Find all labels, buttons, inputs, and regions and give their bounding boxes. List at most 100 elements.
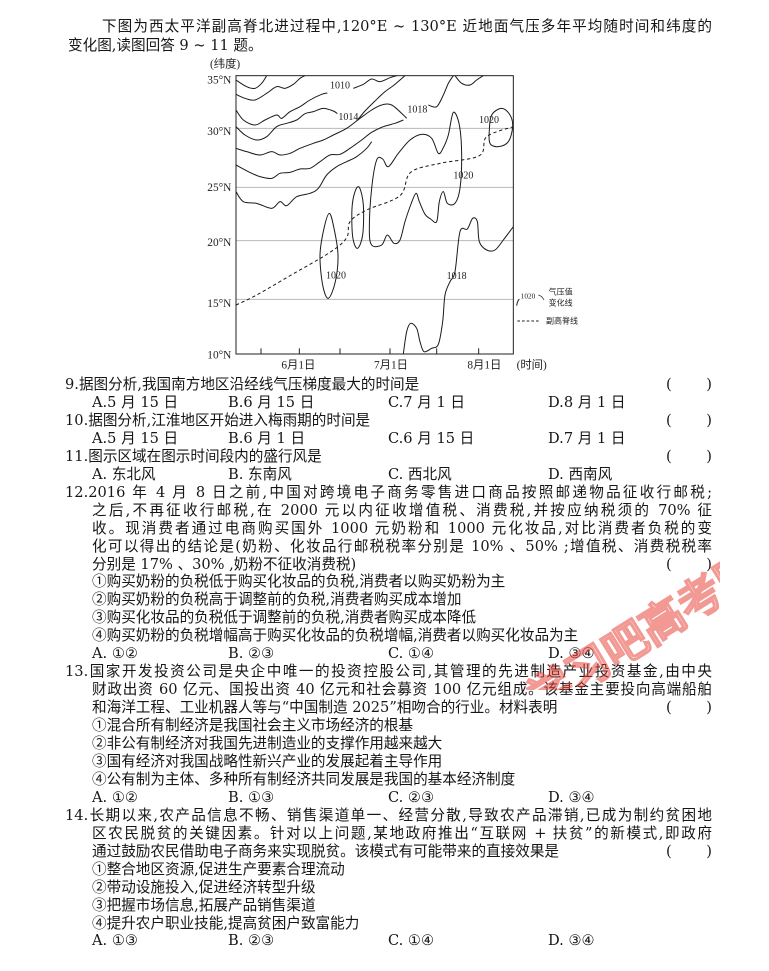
legend: 1020 气压值 变化线 副高脊线 [516, 286, 578, 326]
stem-text-content: 长期以来,农产品信息不畅、销售渠道单一、经营分散,导致农产品滞销,已成为制约贫困… [88, 806, 712, 824]
x-tick-jul1: 7月1日 [374, 359, 408, 371]
paren-close: ) [706, 699, 712, 717]
option-b[interactable]: B. 东南风 [228, 465, 292, 483]
isobar-label-1020-mid: 1020 [453, 170, 473, 181]
y-tick-25: 25°N [207, 182, 231, 194]
options-row: A.5 月 15 日 B.6 月 15 日 C.7 月 1 日 D.8 月 1 日 [92, 394, 712, 412]
option-d[interactable]: D. 西南风 [548, 465, 613, 483]
options-row: A. ①③ B. ②③ C. ①④ D. ③④ [92, 932, 712, 950]
option-a[interactable]: A.5 月 15 日 [92, 429, 179, 447]
x-tick-jun1: 6月1日 [281, 359, 315, 371]
x-tick-aug1: 8月1日 [467, 359, 501, 371]
y-tick-20: 20°N [207, 237, 231, 249]
statement: ①购买奶粉的负税低于购买化妆品的负税,消费者以购买奶粉为主 [92, 573, 506, 591]
statement: ②带动设施投入,促进经济转型升级 [92, 878, 316, 896]
stem-text: 10.据图分析,江淮地区开始进入梅雨期的时间是 [65, 412, 712, 430]
stem-text: 通过鼓励农民借助电子商务来实现脱贫。该模式有可能带来的直接效果是 [92, 842, 560, 860]
paren-close: ) [706, 555, 712, 573]
isobar-line [235, 141, 373, 209]
question-number: 11. [65, 447, 89, 465]
x-tick-marks [260, 348, 480, 354]
paren-close: ) [706, 447, 712, 465]
question-stem-line: 财政出资 60 亿元、国投出资 40 亿元和社会募资 100 亿元组成。该基金主… [92, 681, 712, 699]
y-tick-35: 35°N [207, 74, 231, 86]
option-a[interactable]: A. ①③ [92, 932, 138, 950]
stem-text-content: 据图分析,江淮地区开始进入梅雨期的时间是 [88, 411, 371, 429]
answer-blank[interactable]: () [666, 376, 712, 394]
option-c[interactable]: C.6 月 15 日 [388, 429, 475, 447]
option-a[interactable]: A. ①② [92, 788, 138, 806]
option-c[interactable]: C. ①④ [388, 932, 435, 950]
y-tick-10: 10°N [207, 349, 231, 361]
option-b[interactable]: B.6 月 15 日 [228, 393, 315, 411]
option-c[interactable]: C. ②③ [388, 788, 435, 806]
isobar-line [235, 75, 268, 90]
latitude-gridlines [236, 127, 514, 300]
option-c[interactable]: C. 西北风 [388, 465, 452, 483]
question-number: 13. [65, 663, 89, 681]
isobar-label-1014: 1014 [338, 112, 358, 123]
option-d[interactable]: D. ③④ [548, 788, 595, 806]
stem-text: 12.2016 年 4 月 8 日之前,中国对跨境电子商务零售进口商品按照邮递物… [65, 484, 712, 502]
question-stem-line: 通过鼓励农民借助电子商务来实现脱贫。该模式有可能带来的直接效果是 () [92, 843, 712, 861]
stem-text: 之后,不再征收行邮税,在 2000 元以内征收增值税、消费税,并按应纳税须的 7… [92, 501, 712, 519]
stem-text-content: 2016 年 4 月 8 日之前,中国对跨境电子商务零售进口商品按照邮递物品征收… [88, 483, 712, 501]
statement: ③购买化妆品的负税低于调整前的负税,消费者购买成本降低 [92, 609, 477, 627]
answer-blank[interactable]: () [666, 556, 712, 574]
statement: ④购买奶粉的负税增幅高于购买化妆品的负税增幅,消费者以购买化妆品为主 [92, 627, 579, 645]
question-number: 10. [65, 411, 89, 429]
isobar-line [319, 212, 339, 299]
paren-open: ( [666, 411, 672, 429]
stem-text-content: 据图分析,我国南方地区沿经线气压梯度最大的时间是 [78, 376, 420, 393]
option-a[interactable]: A. ①② [92, 645, 138, 663]
answer-blank[interactable]: () [666, 699, 712, 717]
answer-blank[interactable]: () [666, 448, 712, 466]
statement: ④提升农户职业技能,提高贫困户致富能力 [92, 914, 360, 932]
answer-blank[interactable]: () [666, 843, 712, 861]
paren-close: ) [706, 411, 712, 429]
statement: ③把握市场信息,拓展产品销售渠道 [92, 896, 316, 914]
options-row: A.5 月 15 日 B.6 月 1 日 C.6 月 15 日 D.7 月 1 日 [92, 430, 712, 448]
paren-open: ( [666, 555, 672, 573]
statement: ②非公有制经济对我国先进制造业的支撑作用越来越大 [92, 735, 443, 752]
isobar-line [488, 107, 514, 148]
paren-open: ( [666, 376, 672, 393]
y-tick-15: 15°N [207, 298, 231, 310]
paren-open: ( [666, 842, 672, 860]
option-b[interactable]: B.6 月 1 日 [228, 429, 306, 447]
option-d[interactable]: D. ③④ [548, 932, 595, 950]
isobar-line [368, 111, 463, 248]
legend-isobar-sample [516, 298, 520, 306]
stem-text: 区农民脱贫的关键因素。针对以上问题,某地政府推出“互联网 + 扶贫”的新模式,即… [92, 824, 712, 842]
stem-text: 财政出资 60 亿元、国投出资 40 亿元和社会募资 100 亿元组成。该基金主… [92, 681, 712, 699]
isobar-label-1010: 1010 [330, 80, 350, 91]
option-d[interactable]: D.7 月 1 日 [548, 429, 626, 447]
question-stem-line: 13.国家开发投资公司是央企中唯一的投资控股公司,其管理的先进制造产业投资基金,… [65, 663, 712, 681]
question-stem-line: 分别是 17% 、30% ,奶粉不征收消费税) () [92, 556, 712, 574]
answer-blank[interactable]: () [666, 412, 712, 430]
question-number: 14. [65, 806, 89, 824]
option-b[interactable]: B. ②③ [228, 645, 275, 663]
question-number: 9. [65, 376, 79, 393]
statement: ③国有经济对我国战略性新兴产业的发展起着主导作用 [92, 752, 443, 770]
y-tick-30: 30°N [207, 126, 231, 138]
option-a[interactable]: A. 东北风 [92, 465, 156, 483]
question-stem-line: 11.图示区域在图示时间段内的盛行风是() [65, 448, 712, 466]
option-b[interactable]: B. ②③ [228, 932, 275, 950]
question-stem-line: 和海洋工程、工业机器人等与“中国制造 2025”相吻合的行业。材料表明 () [92, 699, 712, 717]
option-d[interactable]: D. ③④ [548, 645, 595, 663]
isobar-line [351, 186, 365, 249]
isobar-line [428, 75, 454, 108]
option-d[interactable]: D.8 月 1 日 [548, 393, 626, 411]
option-c[interactable]: C.7 月 1 日 [388, 393, 465, 411]
question-stem-line: 化可以得出的结论是(奶粉、化妆品行邮税税率分别是 10% 、50% ;增值税、消… [92, 538, 712, 556]
legend-isobar-label-1: 气压值 [549, 286, 573, 296]
intro-line-2: 变化图,读图回答 9 ~ 11 题。 [68, 37, 263, 54]
plot-frame [235, 75, 514, 355]
question-stem-line: 14.长期以来,农产品信息不畅、销售渠道单一、经营分散,导致农产品滞销,已成为制… [65, 807, 712, 825]
option-a[interactable]: A.5 月 15 日 [92, 393, 179, 411]
option-c[interactable]: C. ①④ [388, 645, 435, 663]
paren-open: ( [666, 447, 672, 465]
option-b[interactable]: B. ①③ [228, 788, 275, 806]
statement: ①混合所有制经济是我国社会主义市场经济的根基 [92, 717, 414, 735]
